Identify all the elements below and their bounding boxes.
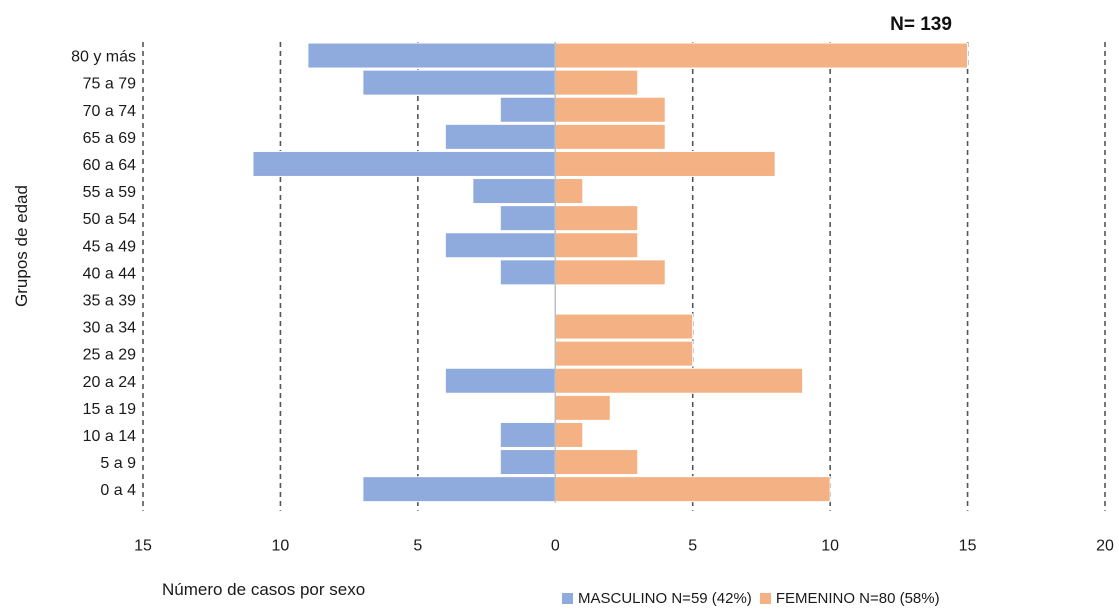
legend-label-masculino: MASCULINO N=59 (42%) xyxy=(578,590,752,607)
bar-femenino xyxy=(554,96,666,123)
bar-masculino xyxy=(362,69,556,96)
bar-femenino xyxy=(554,367,804,394)
bar-masculino xyxy=(499,421,556,448)
x-tick-label: 10 xyxy=(821,538,839,555)
y-category-label: 45 a 49 xyxy=(83,238,136,255)
y-category-label: 55 a 59 xyxy=(83,184,136,201)
gridlines xyxy=(142,42,1106,511)
y-category-label: 20 a 24 xyxy=(83,374,136,391)
bar-femenino xyxy=(554,205,639,232)
chart-title: N= 139 xyxy=(890,14,952,35)
legend: MASCULINO N=59 (42%) FEMENINO N=80 (58%) xyxy=(562,590,948,607)
x-tick-label: 10 xyxy=(272,538,290,555)
y-category-label: 75 a 79 xyxy=(83,76,136,93)
bar-femenino xyxy=(554,69,639,96)
bar-masculino xyxy=(362,476,556,503)
y-category-label: 70 a 74 xyxy=(83,103,136,120)
y-category-label: 5 a 9 xyxy=(100,455,136,472)
y-category-label: 50 a 54 xyxy=(83,211,136,228)
legend-swatch-femenino xyxy=(759,593,771,604)
legend-label-femenino: FEMENINO N=80 (58%) xyxy=(775,590,940,607)
bar-masculino xyxy=(444,232,556,259)
x-tick-label: 20 xyxy=(1096,538,1114,555)
axes: 15 10 5 0 5 10 15 20 80 y más 75 a 79 70 a 74 65 a … xyxy=(71,42,1114,555)
bar-femenino xyxy=(554,178,584,205)
y-category-label: 0 a 4 xyxy=(100,482,136,499)
bar-masculino xyxy=(499,96,556,123)
bar-masculino xyxy=(472,178,556,205)
x-tick-label: 15 xyxy=(134,538,152,555)
bar-femenino xyxy=(554,313,694,340)
x-tick-label: 0 xyxy=(551,538,560,555)
y-category-label: 80 y más xyxy=(71,49,136,66)
y-axis-label: Grupos de edad xyxy=(12,185,31,307)
y-category-label: 35 a 39 xyxy=(83,292,136,309)
bar-femenino xyxy=(554,150,776,177)
legend-item-masculino: MASCULINO N=59 (42%) xyxy=(562,590,752,607)
legend-swatch-masculino xyxy=(562,593,573,604)
bar-femenino xyxy=(554,421,584,448)
bar-femenino xyxy=(554,476,831,503)
y-category-label: 65 a 69 xyxy=(83,130,136,147)
bar-femenino xyxy=(554,394,611,421)
bar-masculino xyxy=(307,42,556,69)
bar-femenino xyxy=(554,42,969,69)
bar-femenino xyxy=(554,232,639,259)
bar-femenino xyxy=(554,123,666,150)
x-tick-label: 15 xyxy=(959,538,977,555)
bar-masculino xyxy=(252,150,556,177)
bar-femenino xyxy=(554,449,639,476)
bar-masculino xyxy=(499,449,556,476)
y-category-label: 40 a 44 xyxy=(83,265,136,282)
bar-femenino xyxy=(554,340,694,367)
y-category-label: 25 a 29 xyxy=(83,347,136,364)
x-tick-label: 5 xyxy=(413,538,422,555)
bar-masculino xyxy=(444,367,556,394)
y-category-label: 60 a 64 xyxy=(83,157,136,174)
y-category-label: 15 a 19 xyxy=(83,401,136,418)
y-category-label: 10 a 14 xyxy=(83,428,136,445)
bar-masculino xyxy=(499,205,556,232)
bar-masculino xyxy=(499,259,556,286)
legend-item-femenino: FEMENINO N=80 (58%) xyxy=(759,590,940,607)
x-axis-label: Número de casos por sexo xyxy=(162,580,366,599)
bar-masculino xyxy=(444,123,556,150)
y-category-label: 30 a 34 xyxy=(83,320,136,337)
x-tick-label: 5 xyxy=(688,538,697,555)
bar-femenino xyxy=(554,259,666,286)
bars xyxy=(252,42,969,503)
